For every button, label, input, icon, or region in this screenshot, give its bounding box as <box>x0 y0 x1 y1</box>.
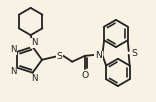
Text: N: N <box>10 67 16 76</box>
Text: N: N <box>31 38 37 47</box>
Text: S: S <box>57 52 62 61</box>
Text: N: N <box>95 51 102 60</box>
Text: N: N <box>31 74 37 83</box>
Text: S: S <box>132 49 137 58</box>
Text: O: O <box>81 71 88 80</box>
Text: N: N <box>10 45 16 54</box>
